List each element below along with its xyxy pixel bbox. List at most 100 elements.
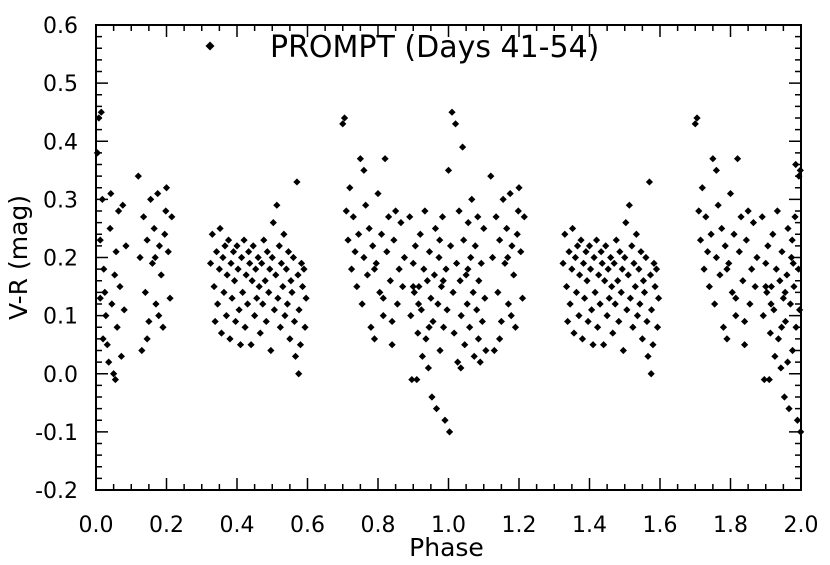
x-tick-label: 0.8 <box>361 513 396 538</box>
data-point <box>786 300 795 308</box>
data-point <box>164 248 172 256</box>
data-point <box>222 312 231 320</box>
data-point <box>255 282 263 291</box>
data-point <box>445 428 454 436</box>
data-point <box>580 294 589 302</box>
data-point <box>392 207 400 215</box>
data-point <box>134 172 142 180</box>
data-point <box>611 300 619 308</box>
data-point <box>421 207 429 215</box>
data-point <box>777 364 785 372</box>
data-point <box>211 317 219 326</box>
data-point <box>283 300 292 308</box>
data-point <box>279 282 287 291</box>
data-point <box>604 265 612 273</box>
data-point <box>792 323 800 331</box>
data-point <box>773 207 781 215</box>
data-point <box>252 265 260 273</box>
x-tick-label: 0.4 <box>220 513 255 538</box>
data-point <box>111 375 119 384</box>
data-point <box>487 172 495 180</box>
data-point <box>214 300 222 308</box>
data-point <box>386 277 394 285</box>
data-point <box>113 323 121 331</box>
data-point <box>788 346 797 355</box>
data-point <box>653 323 662 331</box>
data-point <box>792 160 800 169</box>
data-point <box>784 358 792 366</box>
data-point <box>642 253 650 262</box>
data-point <box>276 323 284 331</box>
data-point <box>226 335 234 343</box>
data-point <box>241 323 249 331</box>
data-point <box>152 300 160 308</box>
data-point <box>566 300 574 308</box>
data-point <box>286 335 294 343</box>
data-point <box>233 242 241 250</box>
y-tick-label: -0.2 <box>35 479 78 504</box>
data-point <box>649 341 657 349</box>
data-point <box>416 230 424 238</box>
data-point <box>579 259 588 267</box>
data-point <box>447 242 455 250</box>
data-point <box>618 265 626 273</box>
data-point <box>344 236 352 244</box>
data-point <box>568 265 576 273</box>
data-point <box>415 282 423 291</box>
data-point <box>762 282 770 291</box>
data-point <box>259 300 267 308</box>
legend-label: PROMPT (Days 41-54) <box>270 30 599 65</box>
x-tick-label: 2.0 <box>784 513 819 538</box>
data-point <box>295 306 303 314</box>
data-point <box>770 306 778 314</box>
data-point <box>459 143 467 151</box>
data-point <box>212 248 221 256</box>
data-point <box>718 224 726 233</box>
data-point <box>443 306 451 314</box>
data-point <box>625 201 633 209</box>
data-point <box>103 341 111 349</box>
data-point <box>370 265 379 273</box>
data-point <box>161 230 169 238</box>
data-point <box>414 329 422 337</box>
data-point <box>254 253 262 262</box>
data-point <box>504 253 512 262</box>
data-point <box>630 259 638 267</box>
data-point <box>719 323 728 331</box>
data-point <box>288 288 296 296</box>
data-point <box>268 253 276 262</box>
data-point <box>393 300 401 308</box>
y-tick-label: 0.1 <box>43 305 78 330</box>
data-point <box>450 329 458 337</box>
data-point <box>262 317 270 326</box>
data-point <box>210 282 218 291</box>
data-point <box>787 253 796 262</box>
data-point <box>206 259 215 267</box>
data-point <box>790 282 798 291</box>
data-point <box>208 230 216 238</box>
data-point <box>116 282 124 291</box>
data-point <box>709 155 717 163</box>
data-point <box>474 335 483 343</box>
data-point <box>481 294 489 302</box>
data-point <box>246 259 254 267</box>
data-point <box>139 213 148 221</box>
data-point <box>95 114 103 122</box>
data-point <box>430 271 438 279</box>
data-point <box>451 120 460 128</box>
data-point <box>422 335 430 343</box>
data-point <box>721 242 729 250</box>
data-point <box>633 312 642 320</box>
data-point <box>511 323 520 331</box>
data-point <box>101 288 109 296</box>
data-point <box>122 242 130 250</box>
data-point <box>102 312 110 320</box>
data-point <box>748 265 756 273</box>
data-point <box>515 184 523 192</box>
data-point <box>235 306 243 314</box>
data-point <box>753 253 761 262</box>
data-point <box>615 317 623 326</box>
data-point <box>270 306 278 314</box>
data-point <box>240 236 248 244</box>
data-point <box>603 312 611 320</box>
